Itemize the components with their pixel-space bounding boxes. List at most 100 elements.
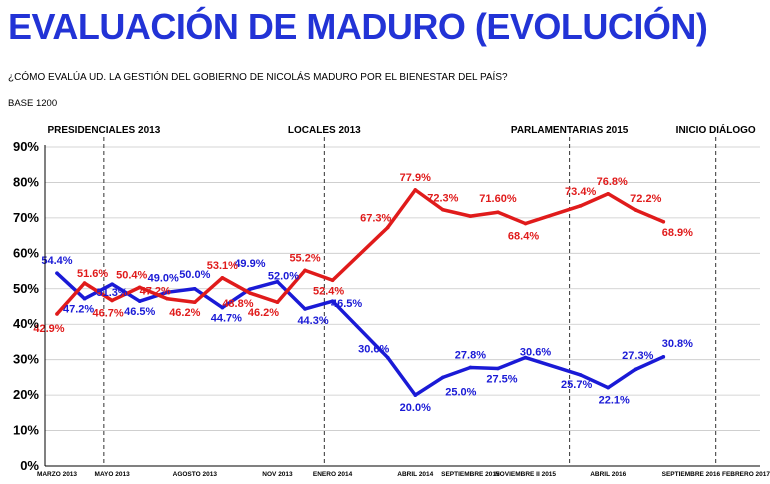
data-point	[137, 285, 142, 290]
data-point	[248, 287, 252, 291]
data-label: 47.2%	[140, 286, 171, 298]
data-label: 50.4%	[116, 269, 147, 281]
data-label: 72.2%	[630, 193, 661, 205]
y-tick-label: 40%	[13, 316, 39, 331]
data-point	[496, 210, 500, 215]
y-tick-label: 50%	[13, 281, 39, 296]
data-label: 47.2%	[63, 304, 94, 316]
x-tick-label: MAYO 2013	[95, 471, 131, 478]
series-layer	[55, 188, 666, 397]
data-point	[220, 305, 225, 310]
x-tick-label: ENERO 2014	[313, 471, 353, 478]
data-label: 42.9%	[33, 323, 64, 335]
event-label: PRESIDENCIALES 2013	[47, 125, 160, 136]
data-label: 55.2%	[289, 252, 320, 264]
data-label: 30.8%	[662, 338, 693, 350]
data-point	[633, 367, 638, 372]
x-tick-label: SEPTIEMBRE 2015	[441, 471, 500, 478]
event-layer: PRESIDENCIALES 2013 LOCALES 2013 PARLAMENT…	[47, 123, 756, 466]
data-label: 68.4%	[508, 231, 539, 243]
y-tick-label: 10%	[13, 423, 39, 438]
event-label: PARLAMENTARIAS 2015	[511, 125, 629, 136]
x-tick-label: FEBRERO 2017	[722, 471, 770, 478]
y-tick-label: 70%	[13, 210, 39, 225]
y-tick-label: 0%	[20, 458, 39, 473]
data-label: 71.60%	[479, 193, 517, 205]
data-label: 49.0%	[148, 272, 179, 284]
data-label: 27.3%	[622, 350, 653, 362]
data-label: 51.3%	[97, 287, 128, 299]
x-tick-label: MARZO 2013	[37, 471, 77, 478]
data-label: 68.9%	[662, 227, 693, 239]
data-label: 73.4%	[565, 186, 596, 198]
data-point	[441, 375, 445, 380]
data-point	[248, 291, 252, 295]
axis-layer: 0% 10% 20% 30% 40% 50% 60% 70% 80% 90% MARZO 2013 M…	[13, 139, 770, 478]
data-point	[82, 281, 87, 285]
data-point	[413, 188, 418, 192]
data-label: 25.7%	[561, 379, 592, 391]
data-point	[385, 225, 390, 230]
x-tick-label: NOV 2013	[262, 471, 293, 478]
x-tick-label: NOVIEMBRE II 2015	[495, 471, 556, 478]
x-tick-label: ABRIL 2016	[590, 471, 626, 478]
data-point	[165, 290, 170, 295]
data-point	[110, 282, 114, 286]
data-point	[220, 275, 225, 280]
data-point	[385, 355, 390, 360]
data-label: 44.3%	[297, 315, 328, 327]
data-label: 46.5%	[331, 298, 362, 310]
data-point	[606, 385, 610, 390]
x-tick-label: ABRIL 2014	[397, 471, 433, 478]
data-label: 27.8%	[455, 349, 486, 361]
data-label: 27.5%	[486, 374, 517, 386]
data-point	[330, 278, 335, 283]
data-label: 30.6%	[358, 344, 389, 356]
data-label: 49.9%	[234, 258, 265, 270]
data-point	[633, 208, 638, 212]
data-point	[193, 300, 197, 305]
data-point	[468, 365, 473, 370]
data-label: 48.8%	[222, 298, 253, 310]
data-point	[661, 219, 666, 224]
data-label: 50.0%	[179, 269, 210, 281]
data-label: 53.1%	[207, 260, 238, 272]
data-label: 67.3%	[360, 212, 391, 224]
data-point	[606, 191, 610, 196]
data-label: 46.5%	[124, 306, 155, 318]
data-point	[137, 299, 142, 303]
data-label: 51.6%	[77, 268, 108, 280]
data-point	[303, 268, 307, 273]
y-tick-label: 80%	[13, 174, 39, 189]
data-point	[110, 298, 114, 303]
data-point	[523, 355, 528, 360]
event-label: LOCALES 2013	[288, 125, 361, 136]
x-tick-label: AGOSTO 2013	[173, 471, 218, 478]
data-point	[330, 299, 335, 303]
data-point	[413, 393, 418, 397]
data-label: 20.0%	[400, 402, 431, 414]
data-label: 52.4%	[313, 285, 344, 297]
grid-layer	[45, 146, 760, 431]
data-label: 72.3%	[427, 193, 458, 205]
data-point	[82, 296, 87, 301]
data-point	[468, 214, 473, 218]
data-point	[523, 221, 528, 226]
data-label: 22.1%	[599, 395, 630, 407]
data-point	[55, 271, 59, 275]
data-point	[496, 366, 500, 371]
data-point	[55, 312, 59, 316]
y-tick-label: 90%	[13, 139, 39, 154]
x-tick-label: SEPTIEMBRE 2016	[662, 471, 721, 478]
data-point	[578, 204, 583, 208]
data-label: 44.7%	[211, 313, 242, 325]
data-point	[193, 286, 197, 291]
data-label: 30.6%	[520, 347, 551, 359]
data-point	[275, 279, 280, 284]
y-tick-label: 30%	[13, 352, 39, 367]
base-label: BASE 1200	[8, 98, 58, 109]
data-point	[441, 207, 445, 212]
data-label: 25.0%	[445, 386, 476, 398]
data-point	[578, 373, 583, 377]
